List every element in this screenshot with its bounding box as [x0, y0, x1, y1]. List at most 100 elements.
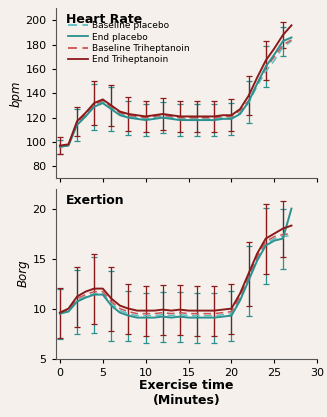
- Baseline placebo: [84, 113, 88, 118]
- End placebo: [281, 39, 285, 44]
- End Triheptanoin: [127, 111, 130, 116]
- End Triheptanoin: [272, 46, 276, 51]
- Baseline Triheptanoin: [144, 115, 147, 120]
- Baseline placebo: [238, 110, 242, 115]
- End placebo: [281, 236, 285, 241]
- End Triheptanoin: [238, 291, 242, 296]
- Baseline placebo: [84, 294, 88, 299]
- Baseline placebo: [255, 256, 259, 261]
- Baseline Triheptanoin: [92, 289, 96, 294]
- Baseline Triheptanoin: [255, 254, 259, 259]
- Baseline placebo: [92, 291, 96, 296]
- Baseline placebo: [230, 115, 233, 120]
- End Triheptanoin: [144, 114, 147, 119]
- End Triheptanoin: [255, 75, 259, 80]
- End placebo: [58, 144, 62, 149]
- End Triheptanoin: [212, 114, 216, 119]
- Baseline Triheptanoin: [204, 115, 208, 120]
- Baseline Triheptanoin: [58, 144, 62, 149]
- End placebo: [127, 313, 130, 318]
- End placebo: [204, 315, 208, 320]
- End Triheptanoin: [178, 307, 182, 312]
- Baseline placebo: [169, 115, 173, 120]
- End placebo: [75, 123, 79, 128]
- End placebo: [178, 314, 182, 319]
- End placebo: [118, 310, 122, 315]
- End Triheptanoin: [109, 103, 113, 108]
- End Triheptanoin: [84, 289, 88, 294]
- Baseline placebo: [272, 58, 276, 63]
- End placebo: [212, 118, 216, 123]
- Baseline Triheptanoin: [75, 296, 79, 301]
- End placebo: [178, 118, 182, 123]
- Baseline placebo: [152, 115, 156, 120]
- Baseline Triheptanoin: [144, 311, 147, 316]
- End Triheptanoin: [230, 113, 233, 118]
- End placebo: [264, 64, 268, 69]
- Baseline placebo: [247, 276, 250, 281]
- End Triheptanoin: [289, 223, 293, 228]
- Baseline placebo: [238, 296, 242, 301]
- End Triheptanoin: [152, 308, 156, 313]
- Baseline Triheptanoin: [109, 299, 113, 304]
- End placebo: [84, 295, 88, 300]
- End Triheptanoin: [169, 113, 173, 118]
- End placebo: [255, 258, 259, 263]
- Baseline placebo: [281, 45, 285, 50]
- Baseline Triheptanoin: [135, 114, 139, 119]
- End Triheptanoin: [101, 286, 105, 291]
- End placebo: [187, 118, 191, 123]
- Line: Baseline placebo: Baseline placebo: [60, 41, 291, 147]
- Baseline Triheptanoin: [247, 274, 250, 279]
- End Triheptanoin: [169, 308, 173, 313]
- Baseline Triheptanoin: [212, 311, 216, 316]
- End Triheptanoin: [204, 308, 208, 313]
- X-axis label: Exercise time
(Minutes): Exercise time (Minutes): [139, 379, 233, 407]
- Y-axis label: bpm: bpm: [10, 80, 23, 107]
- Baseline placebo: [127, 114, 130, 119]
- Baseline Triheptanoin: [255, 81, 259, 86]
- Baseline Triheptanoin: [221, 114, 225, 119]
- End Triheptanoin: [204, 114, 208, 119]
- End Triheptanoin: [75, 119, 79, 124]
- End Triheptanoin: [118, 109, 122, 114]
- Baseline placebo: [152, 313, 156, 318]
- Baseline placebo: [281, 234, 285, 239]
- End Triheptanoin: [101, 97, 105, 102]
- Baseline Triheptanoin: [178, 115, 182, 120]
- Baseline placebo: [255, 83, 259, 88]
- Baseline Triheptanoin: [127, 113, 130, 118]
- Baseline placebo: [75, 121, 79, 126]
- Line: Baseline Triheptanoin: Baseline Triheptanoin: [60, 234, 291, 314]
- Baseline placebo: [187, 116, 191, 121]
- End Triheptanoin: [238, 107, 242, 112]
- End placebo: [238, 298, 242, 303]
- End Triheptanoin: [264, 58, 268, 63]
- Baseline Triheptanoin: [289, 38, 293, 43]
- End Triheptanoin: [92, 100, 96, 106]
- Y-axis label: Borg: Borg: [17, 260, 30, 287]
- Baseline placebo: [230, 311, 233, 316]
- Line: End placebo: End placebo: [60, 208, 291, 318]
- Baseline placebo: [144, 313, 147, 318]
- Baseline placebo: [101, 99, 105, 104]
- End placebo: [161, 115, 165, 120]
- Baseline placebo: [289, 39, 293, 44]
- End Triheptanoin: [212, 308, 216, 313]
- Baseline Triheptanoin: [135, 311, 139, 316]
- Baseline Triheptanoin: [161, 310, 165, 315]
- Baseline placebo: [66, 143, 70, 148]
- End placebo: [230, 313, 233, 318]
- Baseline Triheptanoin: [118, 110, 122, 115]
- Baseline Triheptanoin: [169, 114, 173, 119]
- End Triheptanoin: [84, 110, 88, 115]
- End Triheptanoin: [161, 307, 165, 312]
- Baseline placebo: [169, 313, 173, 318]
- End placebo: [272, 238, 276, 243]
- End placebo: [135, 315, 139, 320]
- End Triheptanoin: [75, 294, 79, 299]
- Baseline placebo: [118, 111, 122, 116]
- End placebo: [187, 315, 191, 320]
- End Triheptanoin: [289, 23, 293, 28]
- Baseline placebo: [264, 241, 268, 246]
